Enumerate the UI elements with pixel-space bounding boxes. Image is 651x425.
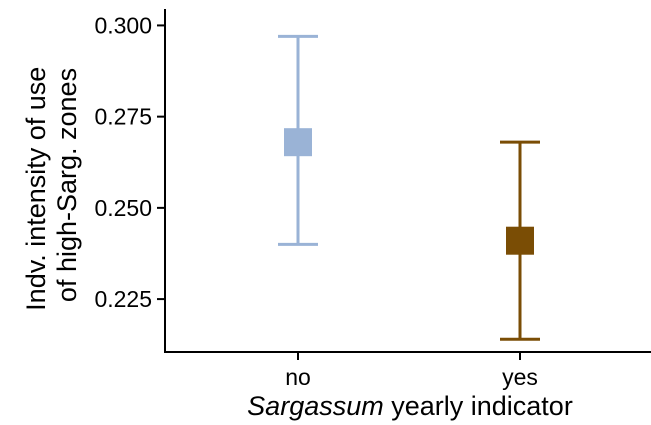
y-axis-title-line-2: of high-Sarg. zones — [52, 68, 82, 302]
y-axis-title-line-1: Indv. intensity of use — [21, 67, 51, 311]
y-tick-label: 0.225 — [94, 286, 152, 312]
mean-marker-no — [284, 128, 312, 157]
y-tick-label: 0.250 — [94, 195, 152, 221]
mean-marker-yes — [506, 226, 534, 255]
x-axis-title-italic: Sargassum — [247, 391, 384, 421]
x-tick-label: yes — [502, 364, 538, 390]
y-tick-label: 0.275 — [94, 104, 152, 130]
x-axis-title-rest: yearly indicator — [384, 391, 573, 421]
plot-marks — [278, 34, 540, 341]
y-tick-label: 0.300 — [94, 12, 152, 38]
x-axis-ticks: no yes — [285, 352, 538, 390]
x-axis-title: Sargassum yearly indicator — [247, 391, 573, 421]
y-axis-ticks: 0.225 0.250 0.275 0.300 — [94, 12, 165, 312]
x-tick-label: no — [285, 364, 311, 390]
y-axis-title: Indv. intensity of use of high-Sarg. zon… — [21, 59, 82, 311]
